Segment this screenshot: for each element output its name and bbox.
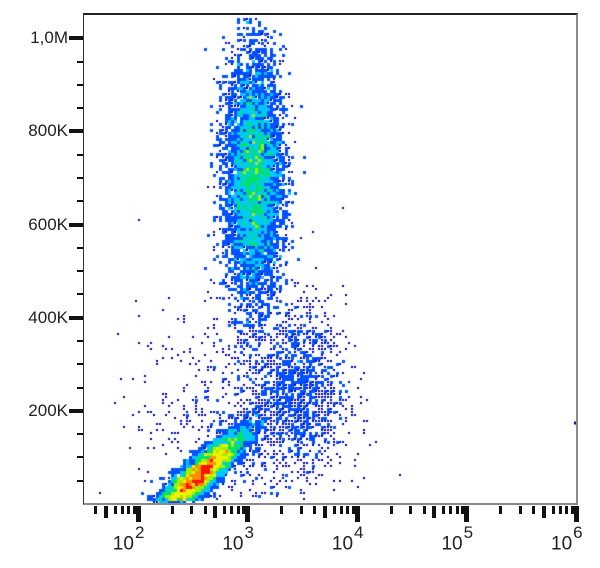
x-minor-tick [559,506,563,514]
x-minor-tick [499,506,503,514]
x-minor-tick [113,506,117,514]
x-minor-tick [120,506,124,514]
y-tick-label: 800K [28,121,68,141]
x-minor-tick [127,506,131,514]
y-minor-tick [77,177,83,179]
y-minor-tick [77,83,83,86]
x-minor-tick [170,506,174,514]
x-tick-label: 106 [551,523,583,555]
y-major-tick [69,222,83,227]
x-major-tick [464,506,470,522]
x-minor-tick [299,506,303,514]
y-major-tick [69,129,83,134]
y-minor-tick [77,270,83,273]
y-minor-tick [77,200,83,203]
y-minor-tick [77,293,83,296]
x-tick-label: 102 [112,523,145,555]
y-tick-label: 1,0M [30,28,68,48]
y-minor-tick [77,363,83,366]
x-minor-tick [449,506,453,514]
x-minor-tick [518,506,522,514]
x-minor-tick [570,506,574,514]
y-tick-label: 400K [28,307,68,327]
y-minor-tick [77,386,83,389]
x-major-tick [135,506,141,522]
x-minor-tick [332,506,336,514]
x-tick-label: 105 [441,523,474,555]
x-tick-label: 104 [331,523,364,555]
x-minor-tick [455,506,459,514]
y-minor-tick [77,107,83,110]
y-tick-label: 600K [28,214,68,234]
x-major-tick [245,506,251,522]
x-minor-tick [422,506,426,514]
x-minor-tick [565,506,569,514]
x-minor-tick [532,506,536,514]
y-minor-tick [77,153,83,156]
x-mid-tick [103,506,108,518]
y-major-tick [69,408,83,413]
x-minor-tick [223,506,227,514]
plot-area-dots [84,15,577,504]
x-minor-tick [230,506,234,514]
x-minor-tick [346,506,350,514]
x-mid-tick [432,506,437,518]
x-minor-tick [442,506,446,514]
x-minor-tick [280,506,284,514]
x-major-tick [354,506,360,522]
y-minor-tick [77,340,83,342]
x-minor-tick [132,506,136,514]
y-minor-tick [77,456,83,459]
x-minor-tick [351,506,355,514]
y-minor-tick [77,246,83,249]
x-minor-tick [551,506,555,514]
x-mid-tick [322,506,327,518]
y-major-tick [69,315,83,320]
x-minor-tick [94,506,98,514]
x-minor-tick [203,506,207,514]
x-minor-tick [389,506,393,514]
y-minor-tick [77,60,83,63]
y-major-tick [69,36,83,41]
y-minor-tick [77,433,83,436]
x-tick-label: 103 [222,523,254,555]
x-mid-tick [542,506,547,518]
y-minor-tick [77,479,83,482]
x-mid-tick [213,506,218,518]
x-minor-tick [242,506,246,514]
x-minor-tick [461,506,465,514]
x-minor-tick [190,506,194,514]
x-minor-tick [236,506,240,514]
x-major-tick [574,506,579,522]
x-minor-tick [409,506,413,514]
x-minor-tick [313,506,317,514]
y-tick-label: 200K [28,400,68,420]
x-minor-tick [339,506,343,514]
